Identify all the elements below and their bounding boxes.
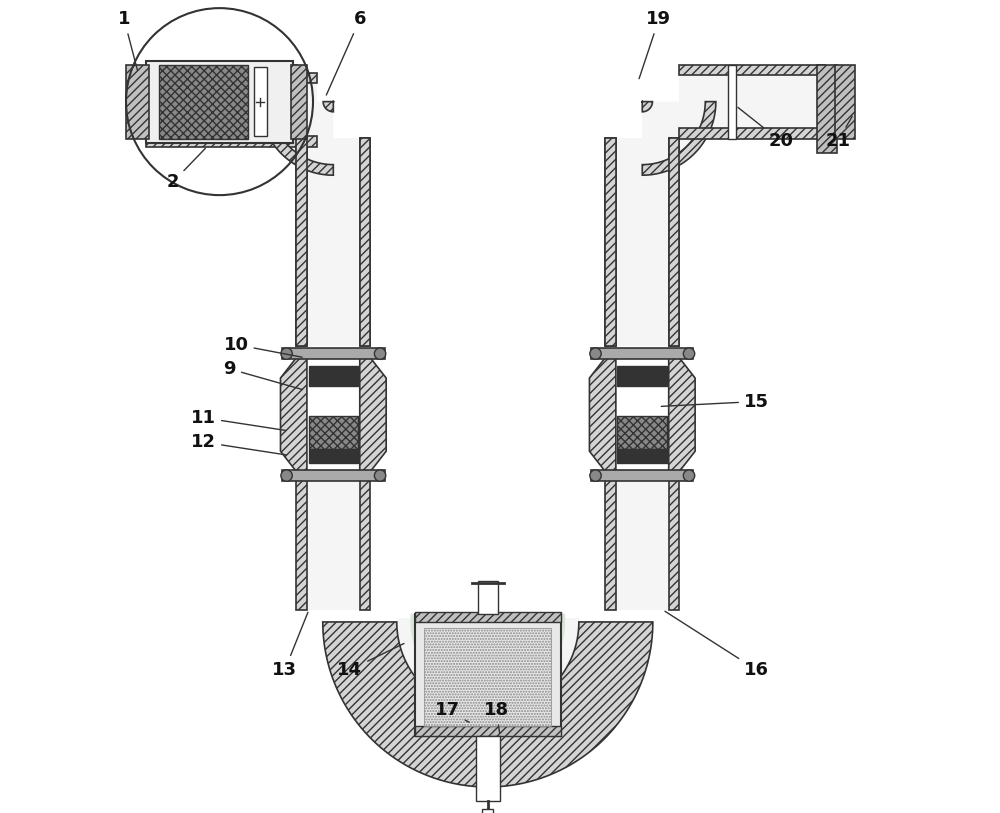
Bar bbox=[617, 416, 667, 449]
Polygon shape bbox=[669, 358, 695, 472]
Bar bbox=[617, 366, 667, 386]
Bar bbox=[817, 65, 837, 153]
Bar bbox=[296, 138, 307, 346]
Circle shape bbox=[683, 348, 695, 359]
Circle shape bbox=[374, 348, 386, 359]
Text: 21: 21 bbox=[825, 116, 852, 150]
Bar bbox=[146, 128, 297, 138]
Bar bbox=[616, 138, 669, 346]
Bar bbox=[282, 348, 385, 359]
Bar bbox=[126, 65, 149, 138]
Text: 10: 10 bbox=[224, 336, 302, 357]
Bar bbox=[605, 138, 616, 346]
Text: 13: 13 bbox=[272, 612, 308, 679]
Bar bbox=[307, 138, 360, 346]
Polygon shape bbox=[589, 358, 616, 472]
Circle shape bbox=[281, 348, 292, 359]
Bar bbox=[605, 138, 616, 346]
Text: 2: 2 bbox=[167, 148, 205, 191]
Bar bbox=[146, 84, 317, 136]
Bar bbox=[146, 65, 297, 76]
Bar bbox=[669, 480, 679, 610]
Bar bbox=[146, 136, 317, 146]
Bar bbox=[605, 480, 616, 610]
Text: 14: 14 bbox=[337, 643, 404, 679]
Polygon shape bbox=[270, 102, 333, 164]
Polygon shape bbox=[642, 102, 716, 176]
Bar bbox=[669, 138, 679, 346]
Bar bbox=[616, 138, 669, 346]
Circle shape bbox=[590, 470, 601, 481]
Polygon shape bbox=[642, 101, 652, 112]
Bar bbox=[679, 65, 825, 76]
Polygon shape bbox=[280, 358, 307, 472]
Bar bbox=[360, 480, 370, 610]
Polygon shape bbox=[397, 622, 579, 713]
Circle shape bbox=[590, 348, 601, 359]
Circle shape bbox=[374, 470, 386, 481]
Bar bbox=[591, 470, 693, 481]
Bar bbox=[679, 76, 825, 128]
Bar bbox=[291, 65, 307, 138]
Text: 9: 9 bbox=[224, 360, 302, 389]
Text: 1: 1 bbox=[118, 11, 138, 71]
Bar bbox=[159, 65, 248, 138]
Bar bbox=[669, 138, 679, 346]
Text: 16: 16 bbox=[665, 611, 769, 679]
Bar bbox=[835, 65, 855, 138]
Bar bbox=[296, 138, 307, 346]
Text: 12: 12 bbox=[191, 433, 286, 454]
Bar bbox=[482, 809, 493, 813]
Bar bbox=[307, 138, 360, 346]
Bar bbox=[360, 138, 370, 346]
Bar bbox=[282, 470, 385, 481]
Bar bbox=[616, 480, 669, 610]
Polygon shape bbox=[360, 358, 386, 472]
Bar bbox=[360, 138, 370, 346]
Bar bbox=[415, 614, 561, 736]
Circle shape bbox=[683, 470, 695, 481]
Polygon shape bbox=[642, 102, 705, 164]
Bar bbox=[309, 416, 358, 449]
Bar bbox=[309, 449, 358, 463]
Bar bbox=[415, 726, 561, 736]
Text: 19: 19 bbox=[639, 11, 671, 79]
Bar bbox=[309, 366, 358, 386]
Polygon shape bbox=[260, 102, 333, 176]
Bar bbox=[146, 76, 297, 128]
Bar bbox=[296, 480, 307, 610]
Bar bbox=[254, 67, 267, 136]
Circle shape bbox=[281, 470, 292, 481]
Polygon shape bbox=[323, 622, 653, 787]
Text: 20: 20 bbox=[738, 107, 793, 150]
Bar bbox=[146, 73, 317, 84]
Bar bbox=[476, 736, 500, 801]
Bar bbox=[728, 65, 736, 138]
Text: 18: 18 bbox=[484, 702, 509, 733]
Text: 17: 17 bbox=[435, 702, 469, 722]
Bar bbox=[415, 612, 561, 622]
Bar bbox=[397, 618, 579, 622]
Bar bbox=[617, 449, 667, 463]
Bar bbox=[424, 628, 551, 726]
Bar bbox=[307, 480, 360, 610]
Polygon shape bbox=[410, 614, 565, 699]
Bar bbox=[679, 128, 825, 138]
Bar bbox=[146, 61, 293, 143]
Text: 6: 6 bbox=[326, 11, 366, 95]
Text: 15: 15 bbox=[661, 393, 769, 411]
Bar bbox=[591, 348, 693, 359]
Text: 11: 11 bbox=[191, 409, 286, 430]
Polygon shape bbox=[323, 101, 334, 112]
Bar bbox=[478, 581, 498, 614]
